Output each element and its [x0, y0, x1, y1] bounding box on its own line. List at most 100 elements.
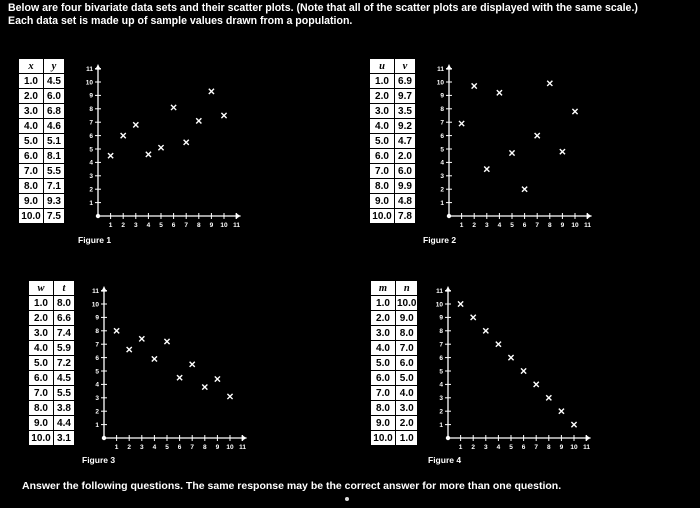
y-tick-label: 2 [89, 187, 93, 194]
data-point-stroke [120, 132, 127, 139]
table-cell-x: 9.0 [370, 415, 396, 431]
table-cell-y: 5.5 [53, 385, 75, 401]
table-cell-x: 5.0 [369, 133, 395, 149]
table-header-x: x [18, 58, 44, 74]
data-point-stroke [558, 408, 565, 415]
y-tick-label: 5 [95, 368, 99, 375]
table-body-4: 1.0 10.0 2.0 9.0 3.0 8.0 4.0 7.0 5.0 6.0 6.0 5.0 7.0… [370, 295, 419, 446]
table-cell-y: 3.5 [394, 103, 416, 119]
y-tick-label: 4 [95, 382, 99, 389]
data-point-stroke [208, 88, 215, 95]
data-point-stroke [482, 327, 489, 334]
data-point-stroke [457, 300, 464, 308]
y-tick-label: 2 [95, 409, 99, 416]
table-cell-y: 4.4 [53, 415, 75, 431]
question-prompt: Answer the following questions. The same… [22, 480, 562, 492]
cursor-dot [345, 497, 349, 501]
data-point [157, 144, 165, 151]
x-tick-label: 8 [197, 222, 201, 229]
table-row: 10.0 1.0 [370, 430, 419, 446]
y-tick-label: 10 [437, 79, 445, 86]
data-point-stroke [545, 394, 552, 401]
table-row: 10.0 3.1 [28, 430, 75, 446]
x-tick-label: 5 [510, 222, 514, 229]
y-tick-label: 6 [440, 133, 444, 140]
x-tick-label: 5 [159, 222, 163, 229]
panel-figure-2: u v 1.0 6.9 2.0 9.7 3.0 3.5 4.0 9.2 5.0 4.7 6.0 2.0… [369, 58, 599, 248]
data-point [226, 393, 234, 400]
origin-dot [446, 213, 452, 219]
data-point [533, 381, 540, 388]
data-point-stroke [170, 104, 177, 111]
table-cell-x: 5.0 [28, 355, 54, 371]
y-tick-label: 6 [95, 355, 99, 362]
data-point [126, 346, 133, 353]
data-point-stroke [571, 108, 579, 115]
y-tick-label: 3 [95, 395, 99, 402]
table-cell-x: 4.0 [369, 118, 395, 134]
y-tick-label: 7 [89, 120, 93, 127]
data-point-stroke [533, 381, 540, 388]
table-row: 2.0 9.7 [369, 88, 416, 104]
table-cell-y: 7.0 [394, 340, 419, 356]
y-tick-label: 9 [440, 93, 444, 100]
data-point-stroke [113, 327, 120, 334]
table-header-u: u [369, 58, 395, 74]
y-tick-label: 9 [89, 93, 93, 100]
data-point [545, 394, 552, 401]
table-row: 4.0 7.0 [370, 340, 419, 356]
table-cell-x: 6.0 [370, 370, 396, 386]
table-cell-y: 10.0 [394, 295, 419, 311]
table-row: 2.0 9.0 [370, 310, 419, 326]
axes [445, 286, 591, 441]
x-tick-label: 11 [584, 222, 591, 229]
data-point [163, 338, 171, 345]
data-point [470, 314, 477, 321]
data-point [189, 361, 196, 368]
table-cell-x: 8.0 [28, 400, 54, 416]
x-tick-label: 9 [560, 444, 564, 451]
y-tick-label: 6 [439, 355, 443, 362]
x-tick-label: 10 [220, 222, 228, 229]
data-point [521, 186, 528, 193]
y-tick-label: 2 [439, 409, 443, 416]
table-cell-y: 9.7 [394, 88, 416, 104]
data-point [495, 341, 502, 348]
data-point [570, 421, 578, 428]
data-point-stroke [195, 117, 202, 124]
data-point-stroke [570, 421, 578, 428]
table-header-w: w [28, 280, 54, 296]
table-row: 6.0 5.0 [370, 370, 419, 386]
data-point-stroke [483, 166, 490, 173]
y-tick-label: 8 [95, 328, 99, 335]
y-tick-label: 1 [89, 200, 93, 207]
data-point [546, 80, 553, 87]
table-cell-x: 1.0 [370, 295, 396, 311]
axes [95, 64, 241, 219]
data-point-stroke [226, 393, 234, 400]
y-tick-label: 5 [89, 146, 93, 153]
x-tick-label: 6 [523, 222, 527, 229]
x-tick-label: 11 [233, 222, 240, 229]
table-row: 4.0 5.9 [28, 340, 75, 356]
data-point-stroke [470, 314, 477, 321]
x-tick-label: 3 [485, 222, 489, 229]
y-tick-label: 4 [89, 160, 93, 167]
origin-dot [445, 435, 451, 441]
x-tick-label: 10 [570, 444, 578, 451]
x-tick-label: 8 [547, 444, 551, 451]
table-row: 7.0 5.5 [28, 385, 75, 401]
x-tick-label: 1 [115, 444, 119, 451]
table-row: 3.0 7.4 [28, 325, 75, 341]
table-cell-x: 8.0 [369, 178, 395, 194]
y-tick-label: 11 [92, 288, 99, 295]
table-row: 5.0 5.1 [18, 133, 65, 149]
table-cell-y: 4.5 [53, 370, 75, 386]
y-tick-label: 2 [440, 187, 444, 194]
data-point [201, 383, 208, 391]
y-tick-label: 6 [89, 133, 93, 140]
table-cell-y: 5.1 [43, 133, 65, 149]
data-point-stroke [508, 149, 516, 157]
data-point [145, 151, 152, 158]
